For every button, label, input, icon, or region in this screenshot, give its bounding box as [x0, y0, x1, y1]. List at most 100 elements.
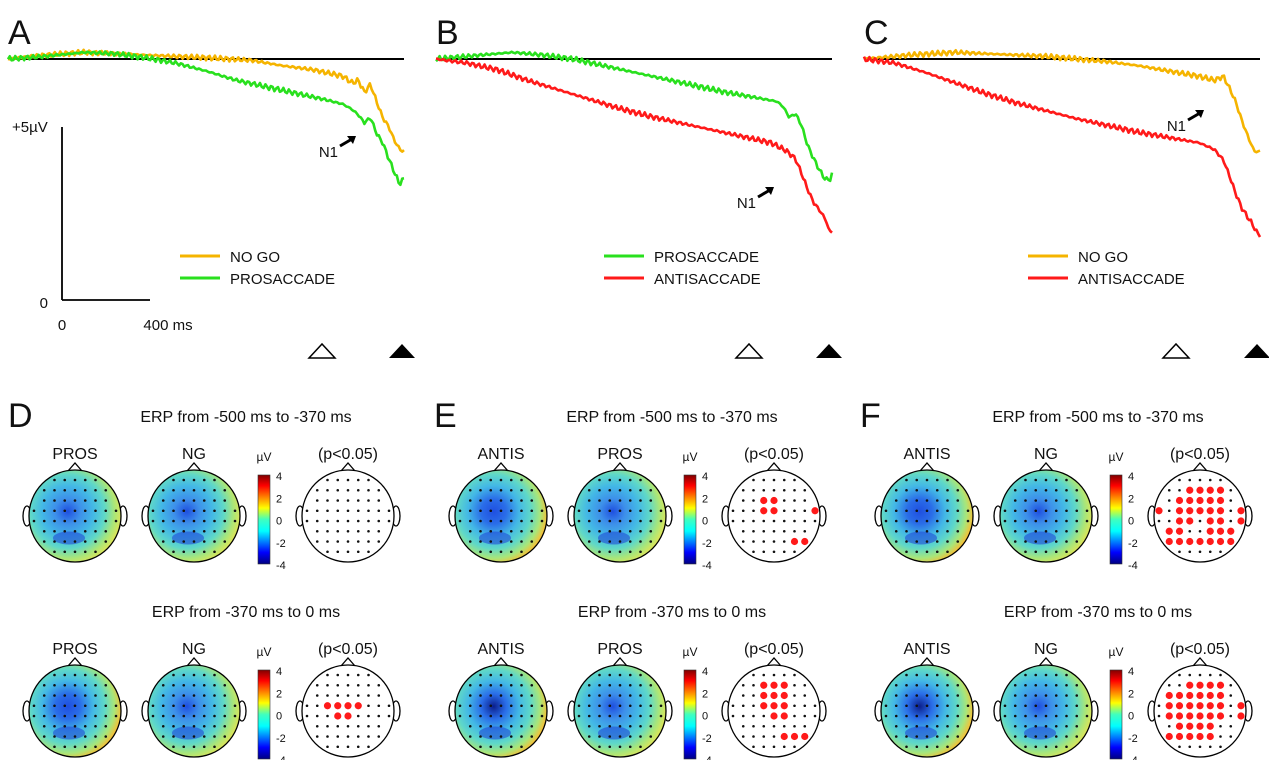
electrode-dot: [367, 673, 370, 677]
electrode-dot: [326, 509, 329, 513]
electrode-dot: [793, 694, 796, 697]
electrode-dot: [793, 519, 796, 523]
electrode-dot: [520, 488, 523, 492]
electrode-dot: [42, 694, 46, 697]
significance-map: [301, 469, 395, 563]
electrode-dot: [813, 714, 817, 718]
significant-electrode: [1206, 681, 1214, 689]
nose: [493, 462, 509, 472]
significant-electrode: [1216, 691, 1225, 700]
electrode-dot: [32, 704, 36, 708]
electrode-dot: [530, 540, 534, 543]
significant-electrode: [1196, 691, 1204, 700]
window-title: ERP from -500 ms to -370 ms: [566, 409, 777, 426]
electrode-dot: [956, 529, 960, 533]
map-occipital-blob: [1023, 531, 1057, 545]
significant-electrode: [770, 496, 778, 505]
significant-electrode: [323, 702, 332, 710]
electrode-dot: [608, 540, 612, 543]
electrode-dot: [956, 499, 960, 502]
electrode-dot: [956, 714, 960, 718]
electrode-dot: [1013, 714, 1017, 718]
electrode-dot: [346, 550, 350, 554]
electrode-dot: [905, 478, 908, 482]
electrode-dot: [1198, 529, 1202, 533]
significant-electrode: [780, 732, 788, 741]
map-occipital-blob: [52, 531, 86, 545]
electrode-dot: [182, 704, 186, 708]
electrode-dot: [509, 540, 513, 543]
nose: [919, 657, 935, 667]
electrode-dot: [598, 735, 601, 738]
electrode-dot: [489, 488, 493, 492]
electrode-dot: [172, 714, 175, 718]
electrode-dot: [1065, 683, 1068, 687]
electrode-dot: [42, 704, 46, 708]
electrode-dot: [356, 694, 360, 697]
scalp-map: [880, 664, 974, 758]
electrode-dot: [479, 714, 482, 718]
colorbar-tick: 4: [276, 471, 282, 483]
electrode-dot: [53, 529, 56, 533]
electrode-dot: [1065, 509, 1068, 513]
electrode-dot: [1013, 499, 1017, 502]
electrode-dot: [905, 704, 908, 708]
electrode-dot: [577, 714, 581, 718]
nose: [1192, 657, 1208, 667]
electrode-dot: [1178, 683, 1181, 687]
electrode-dot: [356, 673, 360, 677]
electrode-dot: [377, 724, 381, 728]
electrode-dot: [628, 724, 632, 728]
electrode-dot: [731, 519, 735, 523]
electrode-dot: [32, 519, 36, 523]
electrode-dot: [1065, 519, 1068, 523]
electrode-dot: [509, 529, 513, 533]
electrode-dot: [73, 714, 77, 718]
electrode-dot: [1054, 529, 1058, 533]
electrode-dot: [336, 478, 340, 482]
map-label: NG: [1034, 446, 1058, 463]
significant-electrode: [1206, 517, 1214, 525]
electrode-dot: [114, 509, 118, 513]
electrode-dot: [618, 488, 622, 492]
electrode-dot: [326, 519, 329, 523]
electrode-dot: [598, 694, 601, 697]
electrode-dot: [356, 724, 360, 728]
electrode-dot: [1065, 694, 1068, 697]
scalp-map: [573, 469, 667, 563]
electrode-dot: [618, 529, 622, 533]
electrode-dot: [598, 673, 601, 677]
electrode-dot: [367, 478, 370, 482]
significant-electrode: [1186, 517, 1194, 525]
electrode-dot: [520, 714, 523, 718]
electrode-dot: [377, 714, 381, 718]
electrode-dot: [172, 683, 175, 687]
electrode-dot: [598, 519, 601, 523]
electrode-dot: [223, 540, 227, 543]
electrode-dot: [520, 529, 523, 533]
electrode-dot: [83, 529, 87, 533]
electrode-dot: [520, 478, 523, 482]
electrode-dot: [489, 724, 493, 728]
electrode-dot: [649, 735, 653, 738]
electrode-dot: [1188, 478, 1192, 482]
colorbar-tick: 0: [1128, 711, 1134, 723]
electrode-dot: [1198, 550, 1202, 554]
electrode-dot: [367, 540, 370, 543]
electrode-dot: [509, 519, 513, 523]
significant-electrode: [1186, 537, 1194, 546]
electrode-dot: [326, 673, 329, 677]
significant-electrode: [1165, 691, 1173, 700]
electrode-dot: [479, 488, 482, 492]
electrode-dot: [608, 488, 612, 492]
electrode-dot: [458, 519, 462, 523]
electrode-dot: [793, 724, 796, 728]
electrode-dot: [1044, 499, 1048, 502]
electrode-dot: [1013, 724, 1017, 728]
electrode-dot: [752, 694, 755, 697]
electrode-dot: [752, 519, 755, 523]
significant-electrode: [1165, 527, 1173, 535]
electrode-dot: [803, 724, 807, 728]
electrode-dot: [752, 478, 755, 482]
significance-map: [727, 469, 821, 563]
